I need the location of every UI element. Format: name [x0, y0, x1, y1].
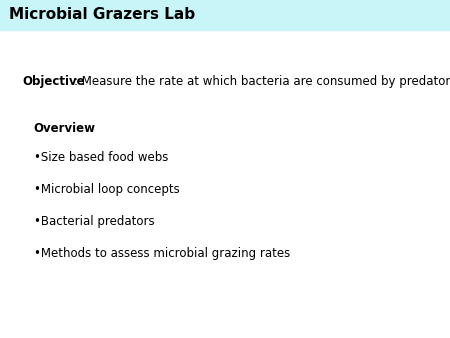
Text: : Measure the rate at which bacteria are consumed by predators.: : Measure the rate at which bacteria are…	[74, 75, 450, 88]
Text: •Methods to assess microbial grazing rates: •Methods to assess microbial grazing rat…	[34, 247, 290, 260]
FancyBboxPatch shape	[0, 0, 450, 30]
Text: •Bacterial predators: •Bacterial predators	[34, 215, 154, 228]
Text: •Microbial loop concepts: •Microbial loop concepts	[34, 183, 180, 196]
Text: •Size based food webs: •Size based food webs	[34, 151, 168, 164]
Text: Microbial Grazers Lab: Microbial Grazers Lab	[9, 7, 195, 22]
Text: Objective: Objective	[22, 75, 85, 88]
Text: Overview: Overview	[34, 122, 96, 135]
